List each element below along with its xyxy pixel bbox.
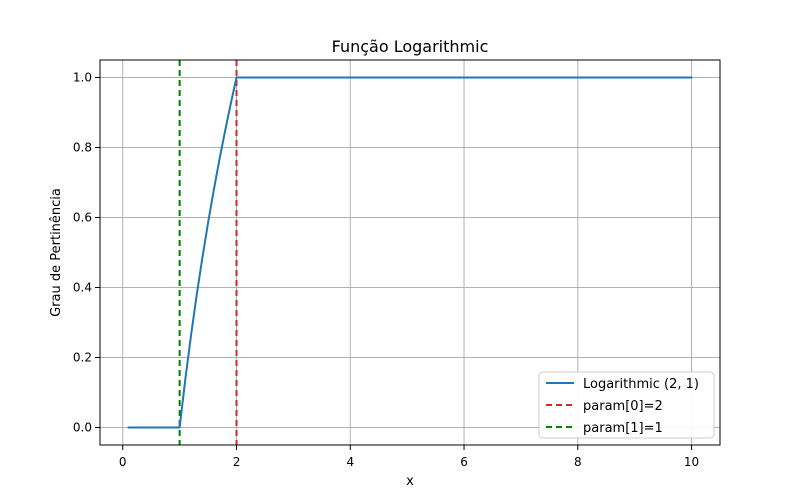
- legend: Logarithmic (2, 1) param[0]=2 param[1]=1: [538, 371, 715, 439]
- y-tick-label: 1.0: [73, 71, 92, 85]
- x-tick-label: 4: [346, 455, 354, 469]
- legend-label-param1: param[1]=1: [583, 421, 663, 436]
- legend-label-param0: param[0]=2: [583, 399, 663, 414]
- chart-title: Função Logarithmic: [332, 37, 489, 56]
- plot-frame: [99, 59, 721, 446]
- y-tick-label: 0.6: [73, 211, 92, 225]
- y-tick-label: 0.2: [73, 351, 92, 365]
- series-line-logarithmic: [127, 76, 693, 429]
- x-tick-label: 8: [574, 455, 582, 469]
- x-tick-label: 2: [233, 455, 241, 469]
- legend-label-logarithmic: Logarithmic (2, 1): [583, 377, 699, 392]
- data-layer: [127, 60, 693, 445]
- legend-box: [538, 371, 715, 439]
- x-tick-label: 0: [119, 455, 127, 469]
- x-tick-label: 10: [684, 455, 699, 469]
- x-axis-label: x: [406, 474, 414, 489]
- y-tick-label: 0.4: [73, 281, 92, 295]
- x-tick-label: 6: [460, 455, 468, 469]
- y-axis-label: Grau de Pertinência: [49, 188, 64, 317]
- y-tick-label: 0.0: [73, 421, 92, 435]
- y-tick-label: 0.8: [73, 141, 92, 155]
- tick-layer: 0 2 4 6 8 10 0.0 0.2 0.4 0.6 0.8 1.0: [73, 71, 699, 470]
